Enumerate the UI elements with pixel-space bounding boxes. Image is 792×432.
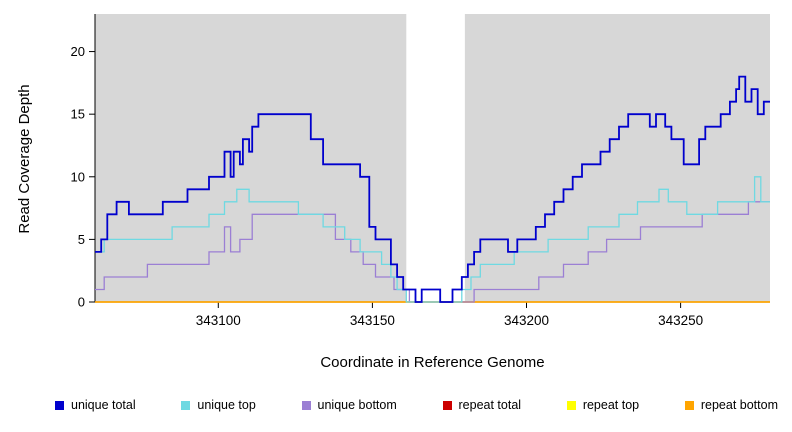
svg-text:5: 5 xyxy=(78,232,85,247)
unique-bottom-swatch-icon xyxy=(301,400,311,410)
legend-label: unique top xyxy=(197,398,256,412)
legend-item-repeat-total: repeat total xyxy=(442,398,522,412)
svg-text:343250: 343250 xyxy=(658,313,703,328)
legend-label: repeat bottom xyxy=(700,398,778,412)
svg-text:20: 20 xyxy=(71,44,85,59)
svg-text:343200: 343200 xyxy=(504,313,549,328)
x-axis-label: Coordinate in Reference Genome xyxy=(320,354,545,371)
legend-item-unique-bottom: unique bottom xyxy=(301,398,397,412)
legend-item-unique-top: unique top xyxy=(181,398,256,412)
unique-total-swatch-icon xyxy=(55,400,64,410)
repeat-top-swatch-icon xyxy=(566,400,576,410)
legend: unique total unique top unique bottom re… xyxy=(0,398,792,412)
legend-item-repeat-bottom: repeat bottom xyxy=(684,398,778,412)
legend-label: unique total xyxy=(71,398,136,412)
svg-text:343100: 343100 xyxy=(196,313,241,328)
unique-top-swatch-icon xyxy=(181,400,191,410)
y-axis-label: Read Coverage Depth xyxy=(16,84,33,234)
repeat-bottom-swatch-icon xyxy=(684,400,694,410)
plot-canvas: 0 5 10 15 20 343100 343150 343200 343250 xyxy=(71,14,770,328)
legend-item-repeat-top: repeat top xyxy=(566,398,640,412)
repeat-total-swatch-icon xyxy=(442,400,452,410)
svg-text:343150: 343150 xyxy=(350,313,395,328)
legend-label: unique bottom xyxy=(317,398,397,412)
legend-label: repeat total xyxy=(458,398,522,412)
svg-text:0: 0 xyxy=(78,295,85,310)
svg-text:15: 15 xyxy=(71,107,85,122)
legend-label: repeat top xyxy=(582,398,640,412)
legend-item-unique-total: unique total xyxy=(55,398,136,412)
svg-text:10: 10 xyxy=(71,169,85,184)
